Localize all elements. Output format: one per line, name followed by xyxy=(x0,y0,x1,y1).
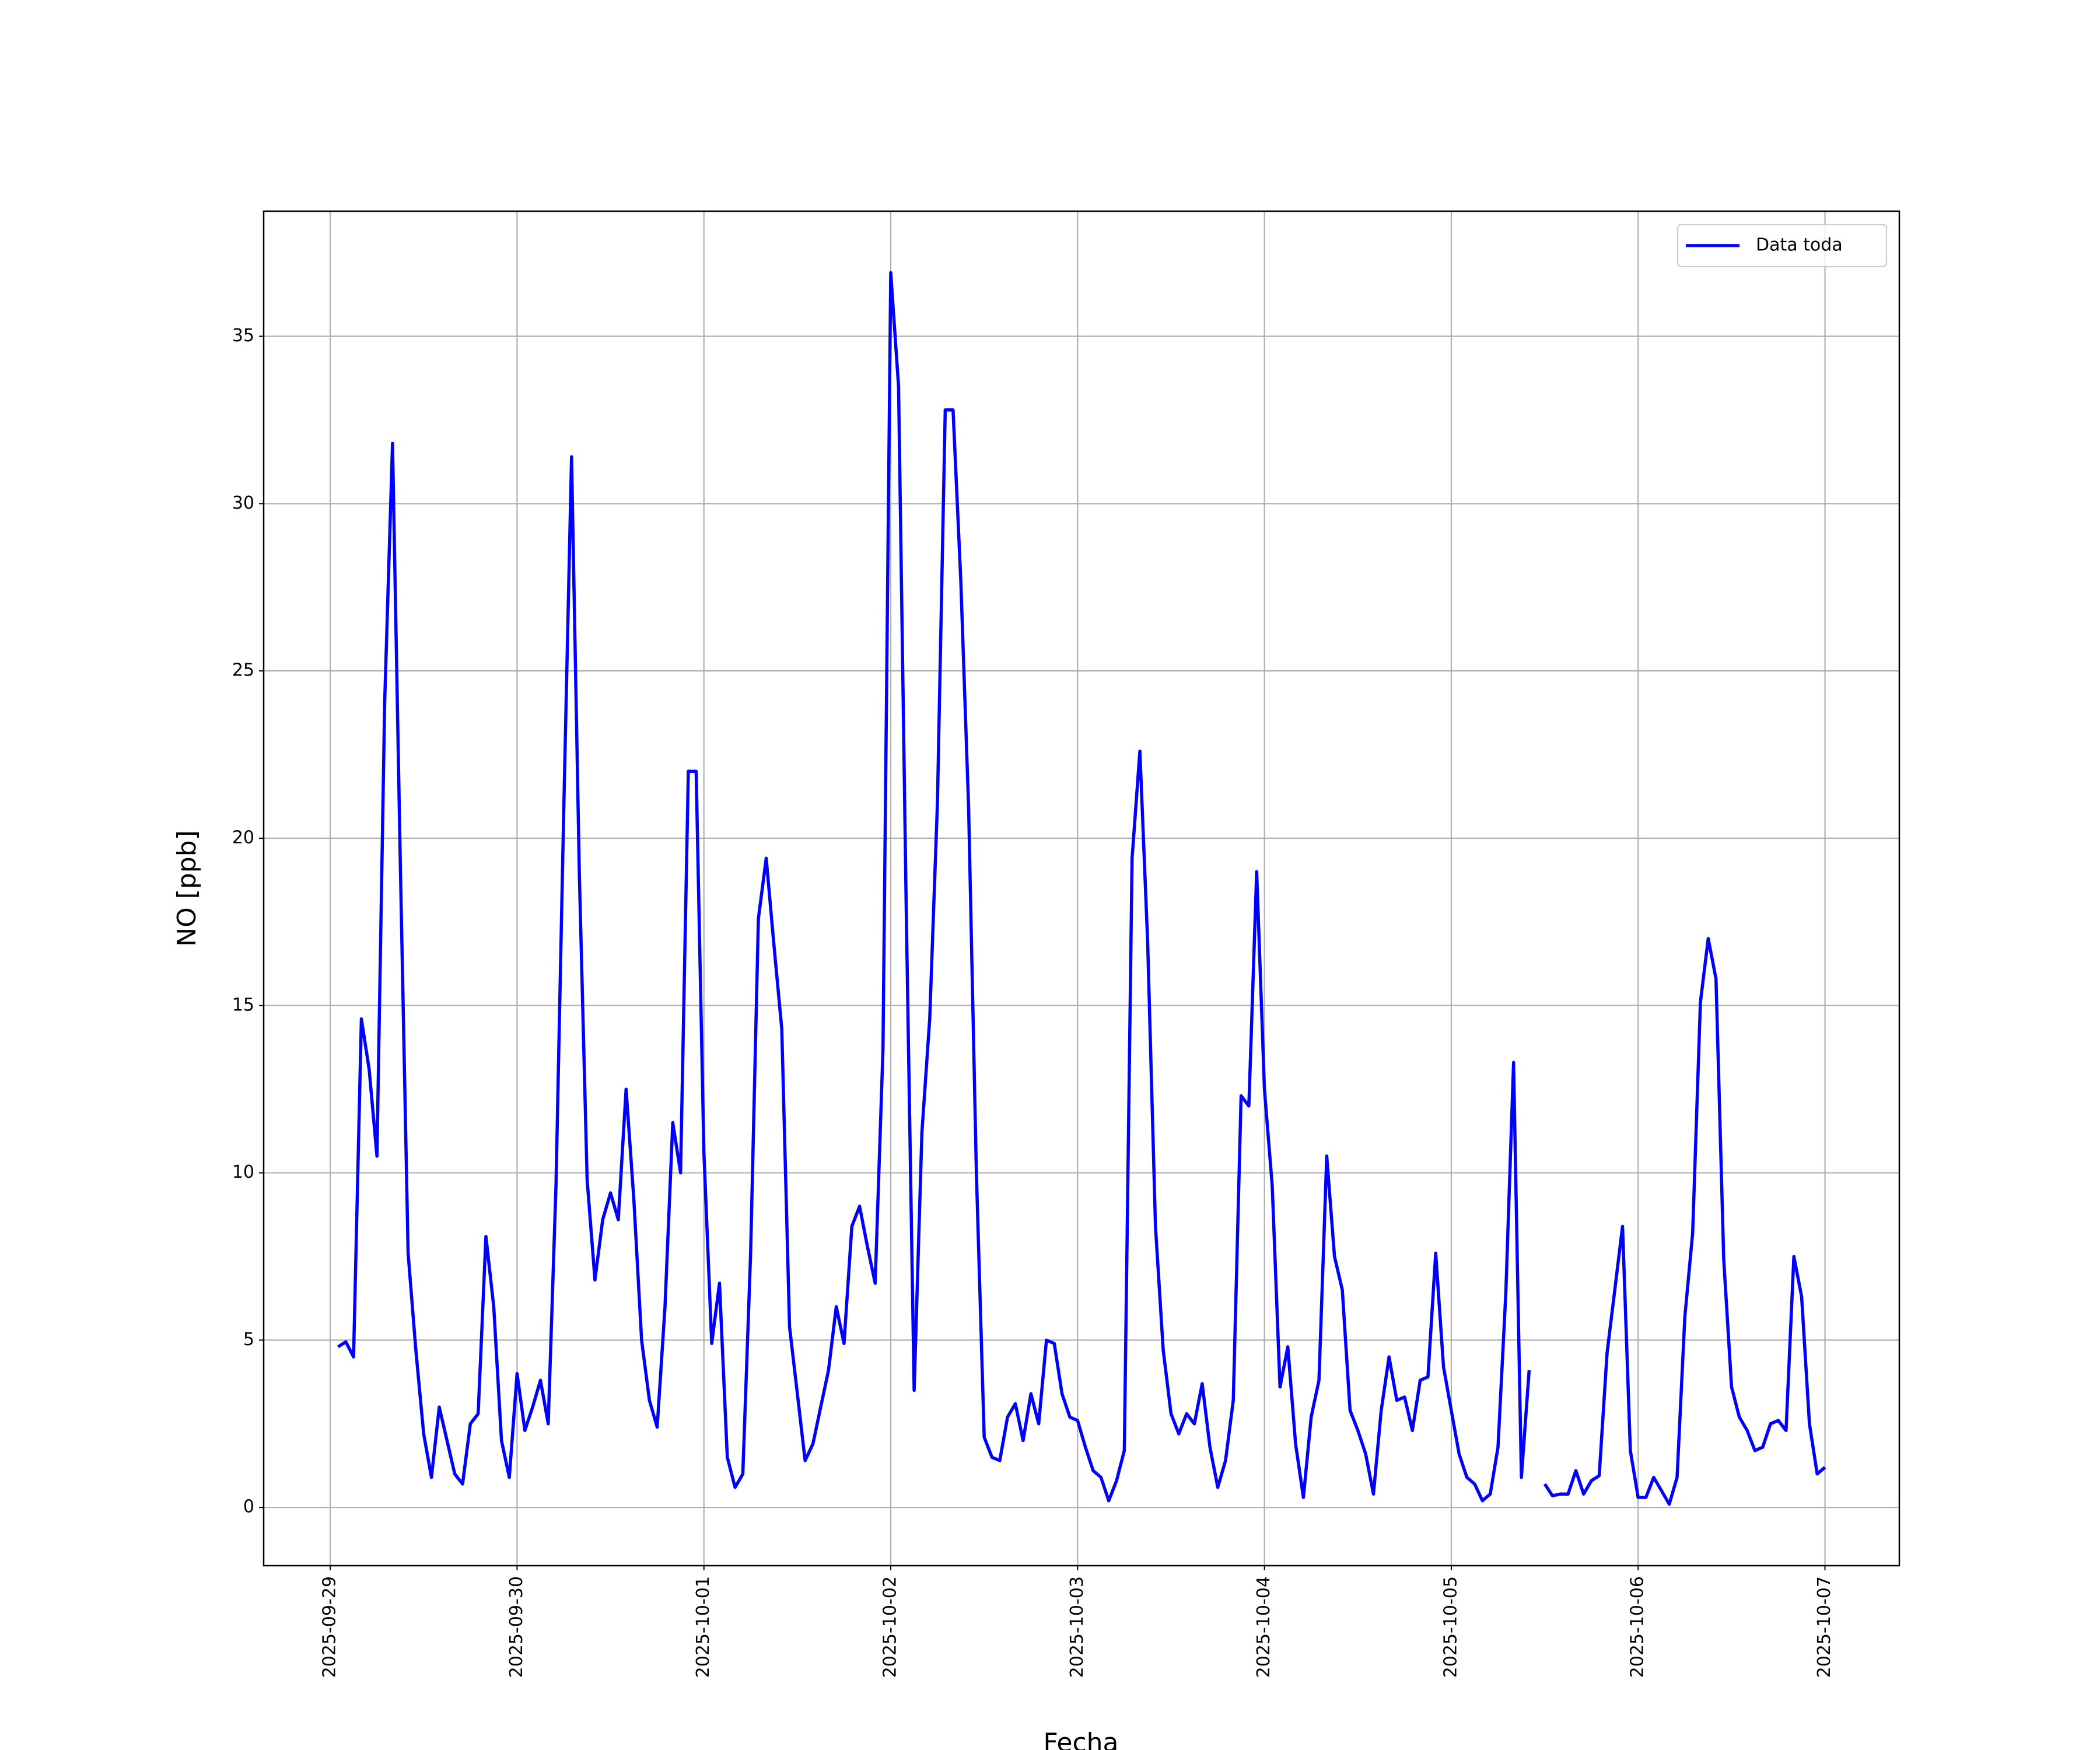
x-tick-label: 2025-09-30 xyxy=(506,1576,527,1678)
y-tick-label: 5 xyxy=(243,1329,254,1350)
y-tick-label: 10 xyxy=(232,1162,254,1182)
x-tick-label: 2025-10-02 xyxy=(880,1576,901,1678)
y-tick-label: 25 xyxy=(232,660,254,681)
legend-label: Data toda xyxy=(1756,235,1843,256)
x-tick-label: 2025-10-04 xyxy=(1254,1576,1274,1678)
legend-box xyxy=(1676,223,1888,268)
y-tick-label: 15 xyxy=(232,995,254,1015)
x-tick-label: 2025-10-01 xyxy=(693,1576,713,1678)
y-tick-label: 35 xyxy=(232,326,254,346)
x-tick-label: 2025-10-06 xyxy=(1628,1576,1648,1678)
axes-frame xyxy=(262,210,1901,1567)
x-tick-label: 2025-10-05 xyxy=(1440,1576,1461,1678)
x-tick-label: 2025-10-03 xyxy=(1067,1576,1087,1678)
y-tick-label: 0 xyxy=(243,1497,254,1517)
x-tick-label: 2025-10-07 xyxy=(1814,1576,1835,1678)
y-axis-label: NO [ppb] xyxy=(172,830,202,947)
y-tick-label: 30 xyxy=(232,493,254,513)
x-axis-label: Fecha xyxy=(1043,1728,1118,1750)
data-line xyxy=(337,271,1826,1506)
y-tick-label: 20 xyxy=(232,827,254,848)
x-tick-label: 2025-09-29 xyxy=(320,1576,340,1678)
